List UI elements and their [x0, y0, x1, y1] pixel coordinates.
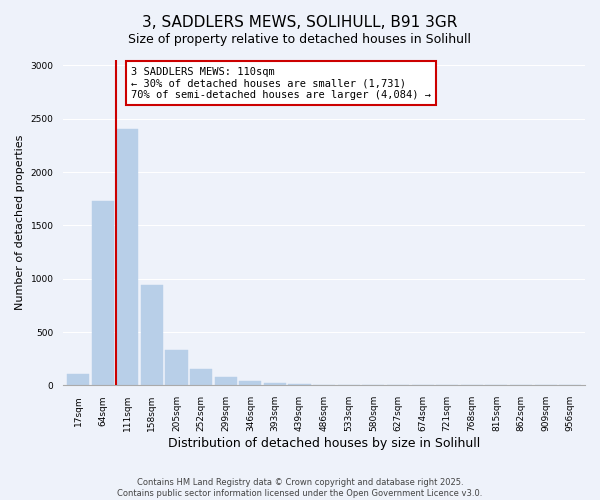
Text: Size of property relative to detached houses in Solihull: Size of property relative to detached ho… — [128, 32, 472, 46]
Bar — [116, 130, 139, 386]
Bar — [190, 370, 212, 386]
X-axis label: Distribution of detached houses by size in Solihull: Distribution of detached houses by size … — [168, 437, 480, 450]
Bar — [289, 384, 311, 386]
Bar — [264, 382, 286, 386]
Text: Contains HM Land Registry data © Crown copyright and database right 2025.
Contai: Contains HM Land Registry data © Crown c… — [118, 478, 482, 498]
Y-axis label: Number of detached properties: Number of detached properties — [15, 135, 25, 310]
Bar — [141, 285, 163, 386]
Bar — [239, 381, 262, 386]
Bar — [67, 374, 89, 386]
Text: 3, SADDLERS MEWS, SOLIHULL, B91 3GR: 3, SADDLERS MEWS, SOLIHULL, B91 3GR — [142, 15, 458, 30]
Bar — [166, 350, 188, 386]
Bar — [92, 200, 114, 386]
Text: 3 SADDLERS MEWS: 110sqm
← 30% of detached houses are smaller (1,731)
70% of semi: 3 SADDLERS MEWS: 110sqm ← 30% of detache… — [131, 66, 431, 100]
Bar — [215, 378, 237, 386]
